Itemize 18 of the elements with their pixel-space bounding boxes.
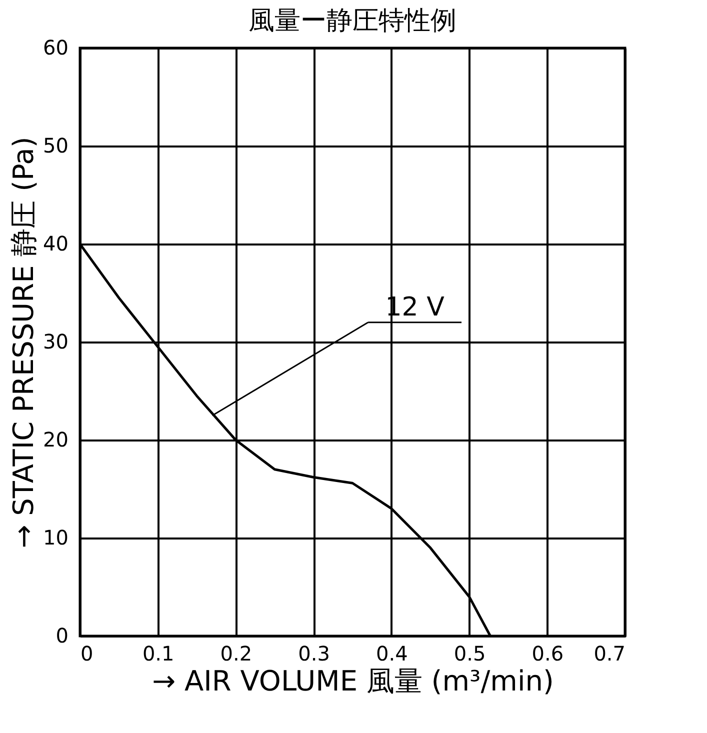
x-tick-label: 0.1: [142, 642, 174, 666]
x-tick-label: 0.5: [454, 642, 486, 666]
y-tick-label: 10: [43, 526, 68, 550]
y-tick-label: 30: [43, 330, 68, 354]
y-tick-label: 60: [43, 36, 68, 60]
x-tick-label: 0.7: [594, 642, 626, 666]
y-tick-label: 50: [43, 134, 68, 158]
y-tick-label: 40: [43, 232, 68, 256]
x-tick-label: 0.3: [298, 642, 330, 666]
x-tick-label: 0: [80, 642, 94, 666]
x-axis-title: → AIR VOLUME 風量 (m³/min): [152, 664, 554, 698]
x-tick-label: 0.6: [532, 642, 564, 666]
y-tick-label: 0: [56, 624, 68, 648]
x-tick-label: 0.2: [220, 642, 252, 666]
y-axis-title: → STATIC PRESSURE 静圧 (Pa): [7, 136, 40, 548]
y-tick-label: 20: [43, 428, 68, 452]
x-tick-label: 0.4: [376, 642, 408, 666]
chart-title: 風量ー静圧特性例: [248, 6, 456, 36]
